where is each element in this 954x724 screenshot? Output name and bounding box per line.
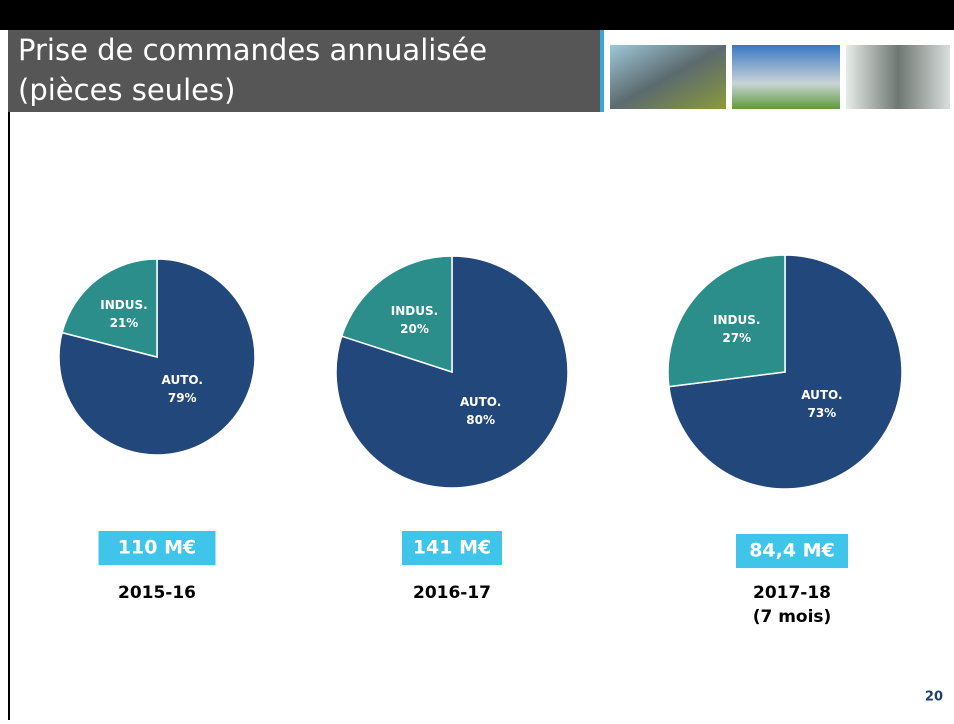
slice-category: AUTO. — [162, 373, 203, 387]
slice-value-label: 21% — [110, 316, 139, 330]
slice-category: AUTO. — [801, 388, 842, 402]
top-bar — [0, 0, 954, 30]
period-label: 2016-17 — [413, 583, 491, 603]
photo — [846, 45, 950, 109]
slice-value-label: 73% — [807, 406, 836, 420]
total-label: 110 M€ — [118, 537, 196, 559]
period-label: (7 mois) — [753, 607, 832, 627]
total-label: 84,4 M€ — [749, 540, 835, 562]
period-label: 2015-16 — [118, 583, 196, 603]
photo — [732, 45, 840, 109]
period-label: 2017-18 — [753, 583, 831, 603]
slice-value-label: 27% — [722, 331, 751, 345]
title-line: (pièces seules) — [18, 73, 235, 107]
page-number: 20 — [925, 690, 943, 705]
slide: Prise de commandes annualisée (pièces se… — [0, 0, 954, 720]
slice-value-label: 80% — [466, 413, 495, 427]
total-label: 141 M€ — [413, 537, 491, 559]
title-accent — [600, 30, 604, 112]
slice-value-label: 20% — [400, 322, 429, 336]
slice-value-label: 79% — [168, 391, 197, 405]
slice-category: AUTO. — [460, 395, 501, 409]
slice-category: INDUS. — [391, 304, 438, 318]
slice-category: INDUS. — [713, 313, 760, 327]
photo — [610, 45, 726, 109]
title-line: Prise de commandes annualisée — [18, 33, 487, 67]
slice-category: INDUS. — [100, 298, 147, 312]
